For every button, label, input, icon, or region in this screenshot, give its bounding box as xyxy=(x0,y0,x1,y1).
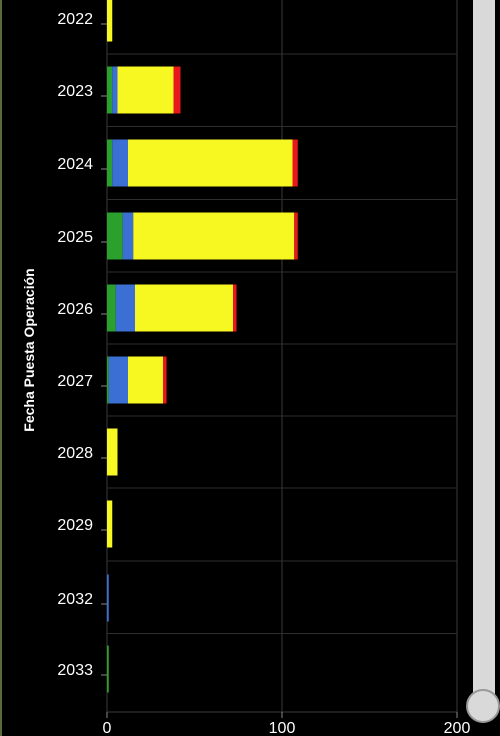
x-tick-label: 0 xyxy=(103,720,112,736)
scrollbar-thumb[interactable] xyxy=(473,0,495,707)
bar-segment xyxy=(107,500,113,548)
bar-segment xyxy=(117,66,174,114)
bar-segment xyxy=(108,356,128,404)
x-tick-label: 200 xyxy=(444,720,471,736)
bar-segment xyxy=(115,284,135,332)
y-tick-label: 2033 xyxy=(57,662,93,679)
bar-segment xyxy=(128,139,293,187)
y-axis-label: Fecha Puesta Operación xyxy=(21,268,37,432)
bar-segment xyxy=(112,139,128,187)
bar-segment xyxy=(122,212,134,260)
bar-segment xyxy=(128,356,163,404)
bar-segment xyxy=(133,212,295,260)
y-tick-label: 2029 xyxy=(57,517,93,534)
bar-segment xyxy=(107,284,116,332)
y-tick-label: 2028 xyxy=(57,445,93,462)
y-tick-label: 2027 xyxy=(57,373,93,390)
bar-segment xyxy=(294,212,298,260)
bar-segment xyxy=(107,66,113,114)
bar-segment xyxy=(112,66,118,114)
bar-segment xyxy=(107,0,113,42)
bar-segment xyxy=(163,356,167,404)
panel-border xyxy=(0,0,2,736)
y-tick-label: 2022 xyxy=(57,11,93,28)
bar-segment xyxy=(135,284,233,332)
bar-segment xyxy=(107,428,118,476)
y-tick-label: 2025 xyxy=(57,229,93,246)
y-tick-label: 2032 xyxy=(57,591,93,608)
bar-segment xyxy=(107,356,109,404)
y-tick-label: 2024 xyxy=(57,156,93,173)
scrollbar-handle[interactable] xyxy=(466,689,500,723)
bar-segment xyxy=(107,574,109,622)
bar-segment xyxy=(292,139,298,187)
bar-segment xyxy=(233,284,237,332)
bar-segment xyxy=(107,645,109,693)
bars-layer xyxy=(107,0,298,693)
bar-segment xyxy=(173,66,181,114)
y-tick-label: 2023 xyxy=(57,83,93,100)
bar-segment xyxy=(107,212,123,260)
ticks-layer: 2022 2023 2024 2025 2026 2027 2028 2029 2032 2033… xyxy=(57,11,470,736)
y-tick-label: 2026 xyxy=(57,301,93,318)
x-tick-label: 100 xyxy=(269,720,296,736)
bar-segment xyxy=(107,139,113,187)
